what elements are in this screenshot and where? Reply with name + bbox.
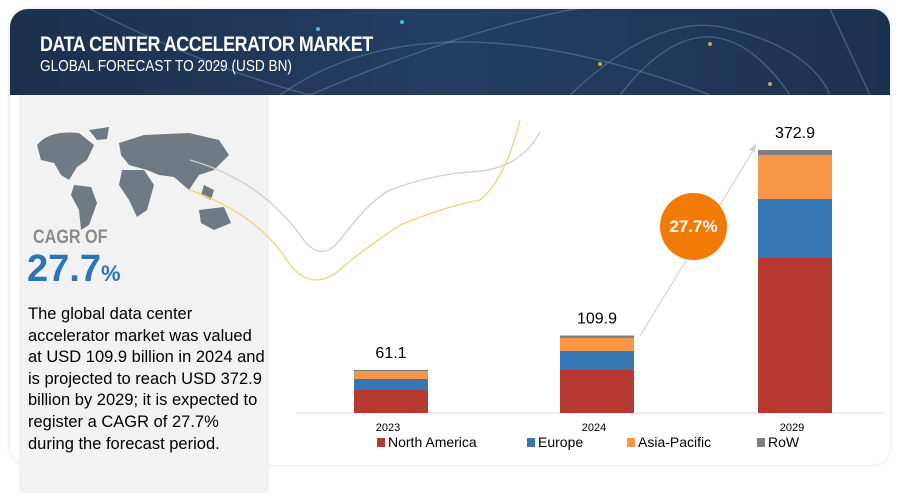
page-subtitle: GLOBAL FORECAST TO 2029 (USD BN): [40, 58, 292, 75]
bar-segment-north-america-2024: [560, 369, 634, 413]
bar-segment-row-2023: [354, 369, 428, 372]
cagr-label: CAGR OF: [33, 227, 108, 248]
page-title: DATA CENTER ACCELERATOR MARKET: [40, 33, 373, 56]
legend-label: RoW: [768, 434, 800, 450]
bar-segment-north-america-2023: [354, 390, 428, 413]
bar-segment-asia-pacific-2024: [560, 337, 634, 351]
bar-segment-europe-2023: [354, 379, 428, 391]
fiber-optic-background: [89, 9, 871, 95]
decorative-curves: [189, 119, 541, 281]
legend-swatch: [757, 438, 765, 447]
bar-segment-north-america-2029: [758, 257, 832, 413]
bar-segment-asia-pacific-2029: [758, 154, 832, 199]
total-label-2023: 61.1: [375, 345, 406, 362]
arrow-head-icon: [749, 143, 756, 152]
legend-label: Asia-Pacific: [638, 434, 711, 450]
x-tick-label: 2029: [780, 422, 804, 434]
bar-segment-row-2024: [560, 335, 634, 338]
total-label-2029: 372.9: [775, 125, 815, 142]
market-description: The global data center accelerator marke…: [28, 305, 265, 453]
summary-panel: [19, 95, 269, 493]
total-label-2024: 109.9: [577, 310, 617, 327]
legend-swatch: [377, 438, 385, 447]
cagr-value: 27.7%: [27, 248, 121, 291]
cagr-number: 27.7: [27, 248, 101, 290]
world-map-icon: [37, 127, 231, 230]
x-tick-label: 2024: [582, 422, 606, 434]
legend-label: Europe: [538, 434, 583, 450]
bar-segment-europe-2029: [758, 198, 832, 258]
bar-segment-europe-2024: [560, 350, 634, 370]
bar-segment-row-2029: [758, 150, 832, 155]
x-tick-label: 2023: [376, 422, 400, 434]
legend-label: North America: [388, 434, 477, 450]
legend-swatch: [527, 438, 535, 447]
bar-segment-asia-pacific-2023: [354, 371, 428, 380]
cagr-bubble: 27.7%: [660, 193, 727, 260]
legend-swatch: [627, 438, 635, 447]
header-banner: DATA CENTER ACCELERATOR MARKET GLOBAL FO…: [10, 9, 890, 95]
cagr-unit: %: [100, 261, 121, 286]
